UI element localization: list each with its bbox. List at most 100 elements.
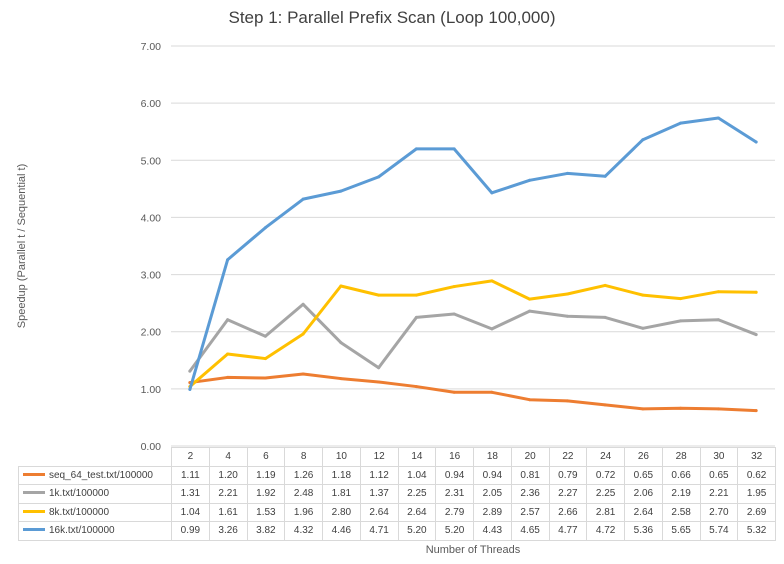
data-point xyxy=(528,309,532,313)
data-point xyxy=(301,302,305,306)
y-tick-label: 0.00 xyxy=(141,441,162,453)
data-label: 1.92 xyxy=(246,484,286,504)
data-point xyxy=(528,178,532,182)
data-label: 2.64 xyxy=(397,502,437,522)
data-point xyxy=(490,279,494,283)
legend-entry: seq_64_test.txt/100000 xyxy=(18,465,172,485)
data-label: 2.05 xyxy=(473,484,512,504)
legend-entry: 16k.txt/100000 xyxy=(18,521,172,541)
y-tick-label: 6.00 xyxy=(141,98,162,110)
data-label: 4.77 xyxy=(548,521,588,541)
data-point xyxy=(263,376,267,380)
y-tick-label: 7.00 xyxy=(141,41,162,53)
series-line-1 xyxy=(188,302,758,373)
table-row: 8k.txt/100000 1.04 1.61 1.53 1.96 2.80 2.64 2.6… xyxy=(18,502,776,522)
x-tick-label: 32 xyxy=(737,447,776,467)
data-label: 1.04 xyxy=(397,465,437,485)
data-point xyxy=(754,290,758,294)
data-label: 0.94 xyxy=(435,465,474,485)
legend-entry: 8k.txt/100000 xyxy=(18,502,172,522)
data-label: 4.46 xyxy=(322,521,361,541)
legend-label: 8k.txt/100000 xyxy=(49,506,110,518)
data-point xyxy=(339,189,343,193)
data-label: 4.65 xyxy=(510,521,550,541)
y-tick-label: 5.00 xyxy=(141,155,162,167)
data-label: 0.65 xyxy=(699,465,739,485)
x-tick-label: 10 xyxy=(322,447,361,467)
data-label: 2.25 xyxy=(586,484,625,504)
data-point xyxy=(263,357,267,361)
data-point xyxy=(301,372,305,376)
legend-key xyxy=(23,472,45,476)
data-label: 0.99 xyxy=(171,521,210,541)
data-label: 0.72 xyxy=(586,465,625,485)
data-label: 5.74 xyxy=(699,521,739,541)
data-label: 2.69 xyxy=(737,502,776,522)
series-line-0 xyxy=(188,372,758,413)
data-point xyxy=(679,297,683,301)
data-point xyxy=(263,226,267,230)
data-label: 0.66 xyxy=(661,465,701,485)
data-label: 2.31 xyxy=(435,484,474,504)
table-header-row: 2 4 6 8 10 12 14 16 18 20 22 24 26 28 30 32 xyxy=(19,447,776,467)
data-label: 5.36 xyxy=(624,521,663,541)
data-point xyxy=(377,380,381,384)
data-point xyxy=(377,366,381,370)
data-label: 1.18 xyxy=(322,465,361,485)
data-label: 2.66 xyxy=(548,502,588,522)
data-label: 2.89 xyxy=(473,502,512,522)
data-point xyxy=(377,293,381,297)
data-label: 4.71 xyxy=(359,521,399,541)
x-tick-label: 4 xyxy=(208,447,248,467)
data-point xyxy=(452,285,456,289)
data-label: 2.19 xyxy=(661,484,701,504)
data-point xyxy=(339,341,343,345)
legend-key xyxy=(23,491,45,495)
table-corner xyxy=(19,448,172,467)
data-point xyxy=(641,407,645,411)
data-point xyxy=(263,334,267,338)
data-point xyxy=(301,332,305,336)
y-tick-label: 2.00 xyxy=(141,327,162,339)
data-point xyxy=(565,171,569,175)
data-label: 2.57 xyxy=(510,502,550,522)
data-table: 2 4 6 8 10 12 14 16 18 20 22 24 26 28 30 32 seq_64_test.… xyxy=(18,447,776,541)
data-label: 1.95 xyxy=(737,484,776,504)
data-point xyxy=(226,258,230,262)
series-line-3 xyxy=(188,116,758,391)
table-row: 1k.txt/100000 1.31 2.21 1.92 2.48 1.81 1.37 2.2… xyxy=(18,484,776,504)
data-label: 3.82 xyxy=(246,521,286,541)
data-point xyxy=(565,314,569,318)
x-tick-label: 24 xyxy=(586,447,625,467)
data-label: 4.72 xyxy=(586,521,625,541)
data-label: 5.20 xyxy=(397,521,437,541)
data-point xyxy=(754,333,758,337)
data-point xyxy=(226,352,230,356)
data-point xyxy=(490,191,494,195)
data-label: 2.58 xyxy=(661,502,701,522)
data-label: 2.81 xyxy=(586,502,625,522)
data-label: 0.94 xyxy=(473,465,512,485)
data-point xyxy=(603,283,607,287)
x-tick-label: 22 xyxy=(548,447,588,467)
data-label: 1.12 xyxy=(359,465,399,485)
data-point xyxy=(641,326,645,330)
x-tick-label: 2 xyxy=(171,447,210,467)
data-point xyxy=(226,375,230,379)
data-label: 2.80 xyxy=(322,502,361,522)
data-label: 2.70 xyxy=(699,502,739,522)
legend-label: seq_64_test.txt/100000 xyxy=(49,469,153,481)
data-point xyxy=(490,327,494,331)
data-point xyxy=(452,390,456,394)
data-label: 3.26 xyxy=(208,521,248,541)
table-row: seq_64_test.txt/100000 1.11 1.20 1.19 1.26 1.… xyxy=(18,465,776,485)
data-point xyxy=(528,297,532,301)
data-point xyxy=(716,116,720,120)
x-axis-label: Number of Threads xyxy=(425,544,521,556)
data-point xyxy=(301,197,305,201)
x-tick-label: 18 xyxy=(473,447,512,467)
data-point xyxy=(188,369,192,373)
data-label: 5.32 xyxy=(737,521,776,541)
x-tick-label: 28 xyxy=(661,447,701,467)
